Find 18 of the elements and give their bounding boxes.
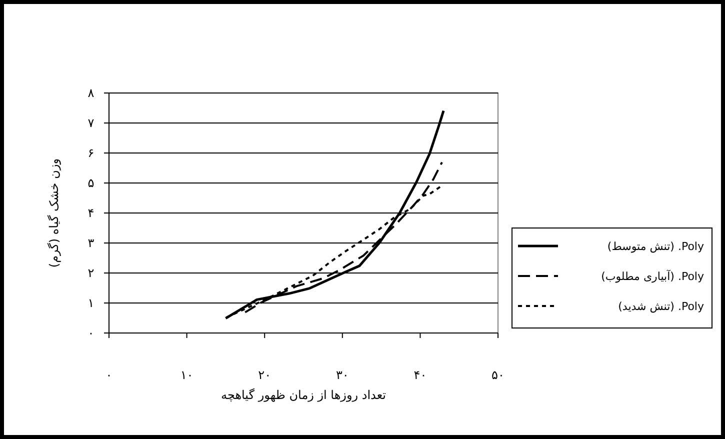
y-tick-label: ۴ xyxy=(88,206,94,220)
y-axis-title: وزن خشک گیاه (گرم) xyxy=(47,158,61,268)
y-tick-label: ۸ xyxy=(88,86,95,100)
x-tick-label: ۲۰ xyxy=(258,368,272,382)
y-tick-label: ۵ xyxy=(88,176,94,190)
y-tick-label: ۶ xyxy=(88,146,94,160)
x-tick-label: ۵۰ xyxy=(492,368,504,382)
x-tick-label: ۰ xyxy=(106,368,112,382)
y-tick-label: ۱ xyxy=(88,296,94,310)
y-tick-label: ۳ xyxy=(88,236,95,250)
y-tick-label: ۷ xyxy=(88,116,95,130)
x-tick-label: ۴۰ xyxy=(414,368,427,382)
y-tick-label: ۰ xyxy=(88,326,94,340)
x-tick-label: ۳۰ xyxy=(336,368,349,382)
x-tick-label: ۱۰ xyxy=(180,368,194,382)
legend: Poly. (تنش متوسط) Poly. (آبیاری مطلوب) Poly. (تنش شدید) xyxy=(512,228,712,328)
x-axis-title: تعداد روزها از زمان ظهور گیاهچه xyxy=(221,388,386,402)
y-tick-label: ۲ xyxy=(88,266,94,280)
